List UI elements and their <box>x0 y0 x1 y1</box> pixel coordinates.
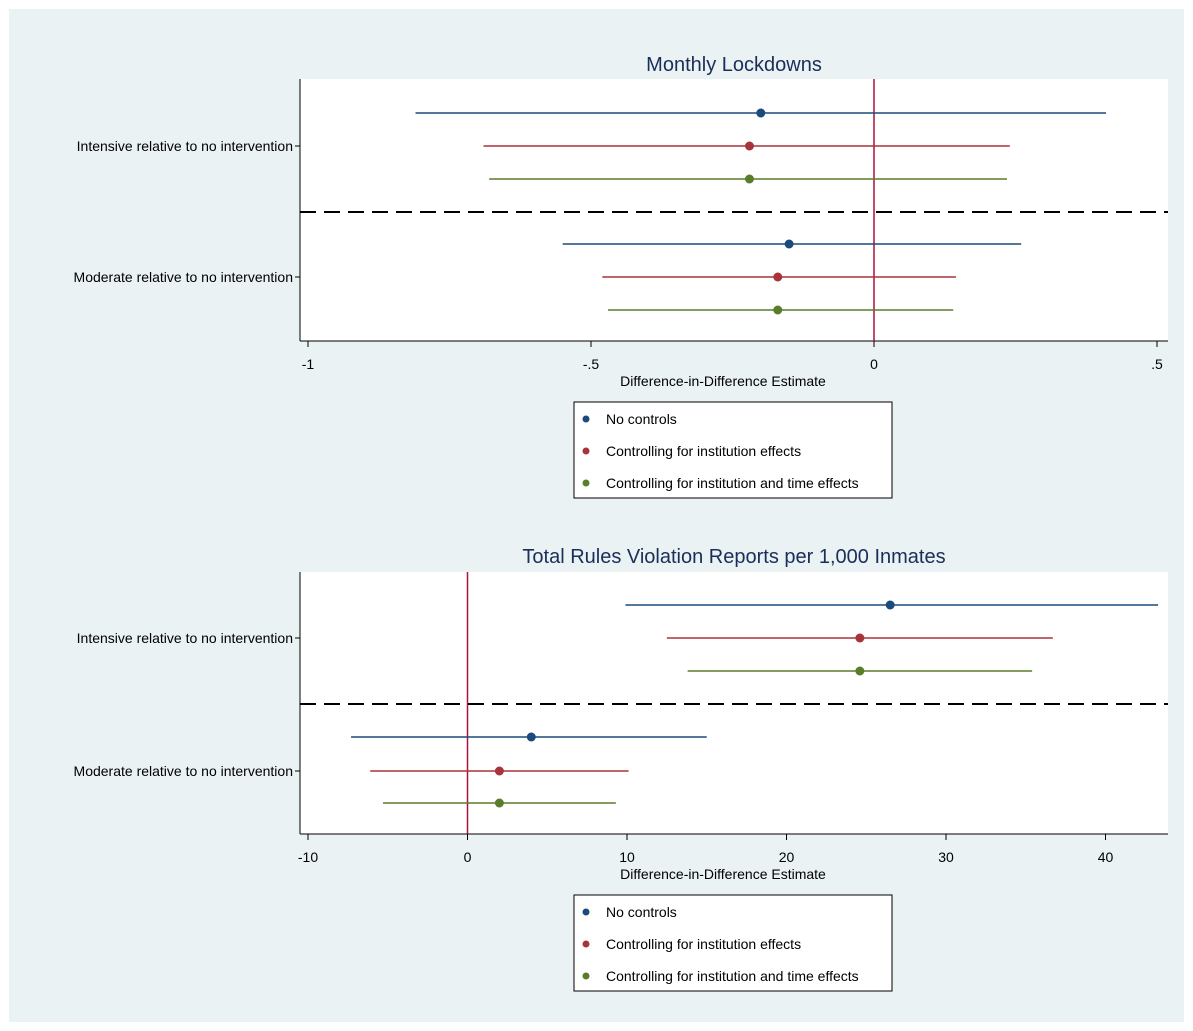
panel-2-estimate-point <box>494 766 504 776</box>
panel-2-legend-marker <box>582 972 590 980</box>
panel-2-category-label: Moderate relative to no intervention <box>74 763 293 779</box>
panel-1-legend-label: Controlling for institution and time eff… <box>606 475 859 491</box>
panel-1-category-label: Moderate relative to no intervention <box>74 269 293 285</box>
panel-2-legend-label: No controls <box>606 904 677 920</box>
panel-1-estimate-point <box>744 174 754 184</box>
panel-1-legend-label: Controlling for institution effects <box>606 443 801 459</box>
panel-2-x-tick-label: 10 <box>619 849 635 865</box>
panel-2-x-axis-title: Difference-in-Difference Estimate <box>620 866 826 882</box>
panel-2-x-tick-label: 40 <box>1098 849 1114 865</box>
panel-1-plot-area <box>300 79 1168 341</box>
panel-2-legend-label: Controlling for institution and time eff… <box>606 968 859 984</box>
panel-1-x-tick-label: .5 <box>1151 356 1163 372</box>
panel-1-legend-marker <box>582 415 590 423</box>
panel-1-x-tick-label: -.5 <box>583 356 600 372</box>
chart-svg: Monthly Lockdowns Intensive relative to n… <box>74 54 1168 992</box>
figure-background: Monthly Lockdowns Intensive relative to n… <box>9 9 1184 1022</box>
panel-1-x-tick-label: -1 <box>302 356 315 372</box>
panel-2-x-tick-label: 30 <box>938 849 954 865</box>
panel-2-legend-marker <box>582 940 590 948</box>
panel-1-legend-box <box>573 401 893 499</box>
panel-2-estimate-point <box>494 798 504 808</box>
panel-2-x-tick-label: 0 <box>464 849 472 865</box>
panel-2-title: Total Rules Violation Reports per 1,000 … <box>522 546 945 568</box>
panel-2-legend-label: Controlling for institution effects <box>606 936 801 952</box>
panel-2-legend-marker <box>582 908 590 916</box>
panel-2-estimate-point <box>526 732 536 742</box>
panel-1-legend-marker <box>582 447 590 455</box>
panel-2-estimate-point <box>885 600 895 610</box>
panel-1-x-axis-title: Difference-in-Difference Estimate <box>620 373 826 389</box>
panel-1-category-label: Intensive relative to no intervention <box>77 138 293 154</box>
panel-1-x-tick-label: 0 <box>870 356 878 372</box>
panel-2-estimate-point <box>855 666 865 676</box>
panel-2-category-label: Intensive relative to no intervention <box>77 630 293 646</box>
panel-2-estimate-point <box>855 633 865 643</box>
panel-1-estimate-point <box>784 239 794 249</box>
panel-2-x-tick-label: 20 <box>779 849 795 865</box>
panel-1-estimate-point <box>773 305 783 315</box>
panel-1-legend-marker <box>582 479 590 487</box>
panel-1-title: Monthly Lockdowns <box>646 54 822 76</box>
panel-1-estimate-point <box>773 272 783 282</box>
panel-1-estimate-point <box>744 141 754 151</box>
panel-1-legend-label: No controls <box>606 411 677 427</box>
panel-2-x-tick-label: -10 <box>298 849 318 865</box>
panel-1-estimate-point <box>756 108 766 118</box>
panel-2-legend-box <box>573 894 893 992</box>
